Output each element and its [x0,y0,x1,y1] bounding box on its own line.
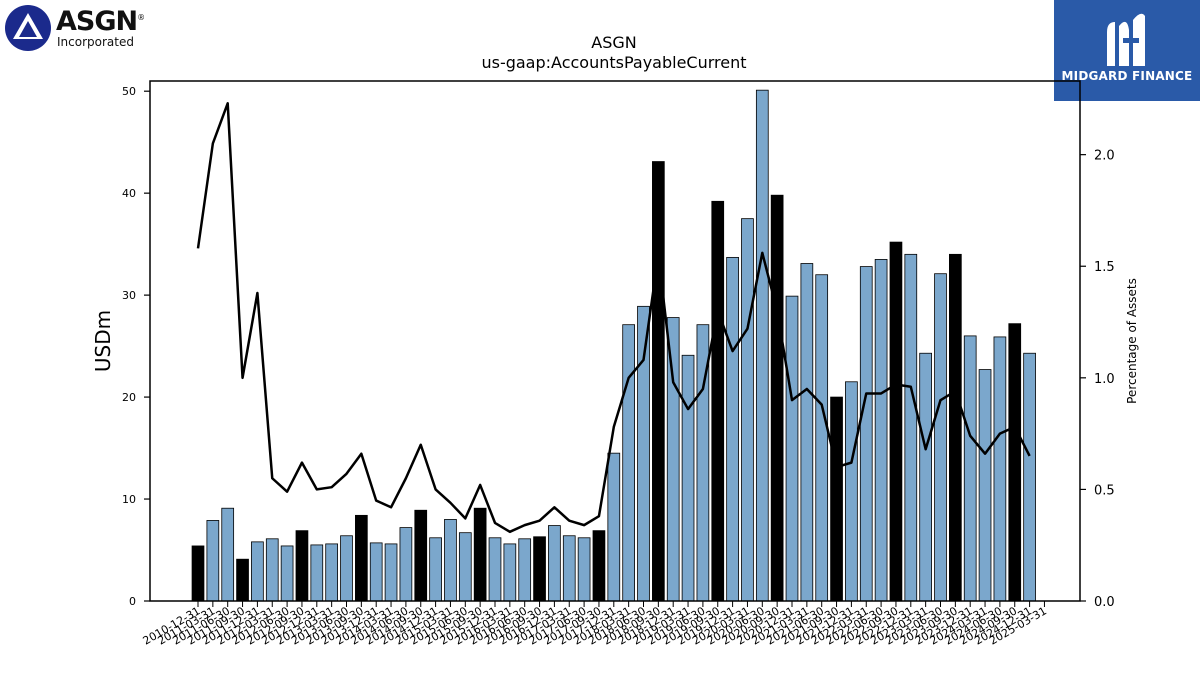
bar-2016-12-31 [548,525,561,602]
bar-2019-09-30 [711,200,725,602]
percentage-of-assets-line [196,102,1031,534]
plot-frame [149,80,1081,602]
y-tick-label: 0 [129,595,136,608]
bar-2020-12-31 [785,295,799,602]
line-series [196,102,1031,534]
y2-tick-label: 1.5 [1094,260,1115,275]
bar-2012-12-31 [310,544,324,602]
bar-2013-06-30 [340,535,353,602]
bar-2020-06-30 [755,89,769,602]
y-tick-label: 30 [122,289,136,302]
bar-2019-03-31 [681,354,695,602]
bar-2017-12-31 [607,452,621,602]
y-tick-label: 50 [122,85,136,98]
chart-subtitle: us-gaap:AccountsPayableCurrent [481,53,746,72]
chart-title: ASGN [591,33,636,52]
bar-2019-12-31 [726,256,739,602]
asgn-logo: ASGN® Incorporated [4,4,154,54]
y2-tick-label: 2.0 [1094,149,1115,164]
bar-2014-03-31 [384,543,398,602]
bar-2013-12-31 [369,542,383,602]
bar-2022-12-31 [904,253,918,602]
midgard-m-logo-icon [1107,13,1145,66]
bar-2022-09-30 [889,241,903,602]
bar-2021-06-30 [815,274,829,602]
midgard-logo-name: MIDGARD FINANCE [1061,69,1193,83]
y2-axis-label: Percentage of Assets [1125,278,1139,404]
bar-2012-09-30 [295,530,309,602]
bar-2024-06-30 [993,336,1007,602]
midgard-logo: MIDGARD FINANCE [1054,0,1200,101]
bar-2014-12-31 [429,537,442,602]
asgn-triangle-logo-icon [5,5,51,51]
bar-2018-09-30 [652,161,665,602]
bar-2011-06-30 [221,507,235,602]
asgn-logo-name: ASGN® [56,6,145,37]
bar-2018-12-31 [666,317,680,602]
bar-2024-09-30 [1008,323,1022,602]
bar-2016-06-30 [518,538,532,602]
x-axis: 2010-12-312011-03-312011-06-302011-09-30… [141,601,1049,648]
bar-2020-09-30 [770,194,784,602]
bar-2012-03-31 [265,538,279,602]
bar-2020-03-31 [741,218,754,602]
bar-2015-09-30 [473,507,487,602]
y-axis-left: 0 10 20 30 40 50 [122,85,150,608]
bar-2015-06-30 [458,532,472,602]
bar-2012-06-30 [280,545,294,602]
bar-2010-12-31 [191,545,205,602]
y2-tick-label: 1.0 [1094,372,1115,387]
y-tick-label: 20 [122,391,136,404]
bar-2014-06-30 [399,527,413,602]
bar-2016-03-31 [503,543,517,602]
asgn-logo-sub: Incorporated [57,35,134,49]
bar-2014-09-30 [414,509,428,602]
bar-2021-09-30 [830,396,843,602]
bar-2022-03-31 [859,266,873,602]
bar-2023-09-30 [949,253,962,602]
bar-2024-03-31 [978,369,992,602]
bar-2022-06-30 [874,259,888,602]
bar-2016-09-30 [533,536,546,602]
bar-2011-09-30 [236,558,249,602]
y2-tick-label: 0.5 [1094,483,1115,498]
bar-2015-03-31 [444,519,457,602]
bar-2015-12-31 [488,537,502,602]
bar-series [191,89,1036,602]
bar-2011-12-31 [251,541,264,602]
bar-2023-06-30 [934,273,947,602]
bar-2021-12-31 [845,381,858,602]
bar-2017-03-31 [562,535,576,602]
bar-2017-09-30 [592,530,606,602]
bar-2013-09-30 [355,514,368,602]
y-axis-label: USDm [91,310,115,372]
y-tick-label: 40 [122,187,136,200]
bar-2018-03-31 [622,324,635,602]
y2-tick-label: 0.0 [1094,595,1115,610]
bar-2021-03-31 [800,263,814,602]
bar-2023-12-31 [963,335,977,602]
bar-2011-03-31 [206,520,220,602]
bar-2018-06-30 [637,305,650,602]
y-tick-label: 10 [122,493,136,506]
bar-2017-06-30 [577,537,591,602]
bar-2024-12-31 [1023,352,1036,602]
bar-2023-03-31 [919,352,932,602]
bar-2013-03-31 [325,543,338,602]
y-axis-right: 0.0 0.5 1.0 1.5 2.0 [1080,149,1115,610]
